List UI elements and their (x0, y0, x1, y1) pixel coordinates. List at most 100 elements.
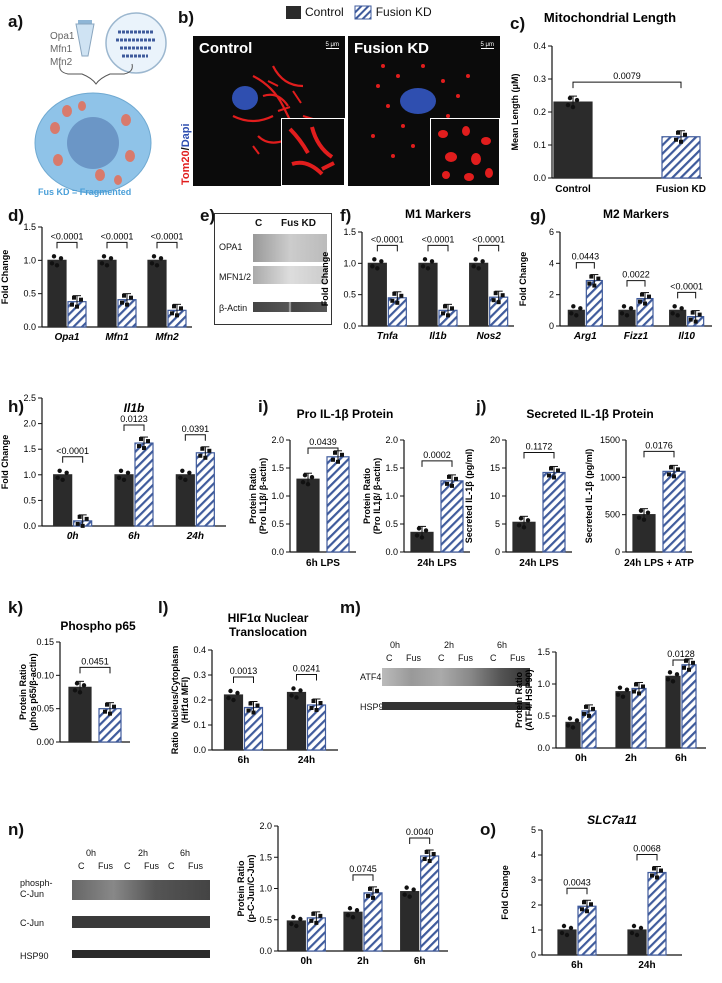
point-fusion (582, 900, 586, 905)
y-tick-label: 0.1 (533, 140, 546, 150)
point-control (81, 683, 87, 688)
point-control (574, 313, 579, 318)
point-control (420, 264, 426, 269)
blot-n-time-2: 2h (138, 848, 149, 858)
p-value-bracket (79, 666, 111, 674)
gene-mfn1: Mfn1 (50, 44, 73, 55)
point-control (516, 523, 522, 528)
bar-control-Nos2 (469, 262, 489, 327)
x-tick-label: Arg1 (573, 331, 597, 342)
panel-h-label: h) (8, 397, 25, 416)
point-control (125, 470, 131, 475)
point-control (99, 261, 105, 266)
point-fusion (392, 291, 397, 296)
x-tick-label: 6h (414, 956, 426, 967)
x-tick-label: 6h (128, 531, 140, 542)
y-tick-label: 2.0 (259, 821, 272, 831)
point-control (636, 515, 642, 520)
y-tick-label: 0.1 (193, 720, 206, 730)
point-fusion (547, 473, 551, 478)
p-value-bracket (421, 460, 453, 467)
point-control (298, 688, 303, 693)
point-fusion (549, 466, 553, 471)
y-axis-label: Secreted IL-1β (pg/ml) (584, 449, 594, 544)
y-tick-label: 0.5 (537, 711, 550, 721)
point-fusion (447, 474, 451, 479)
point-fusion (200, 446, 205, 451)
p-value-bracket (672, 659, 690, 666)
point-fusion (255, 703, 260, 708)
point-control (235, 690, 240, 696)
y-tick-label: 0.0 (537, 743, 550, 753)
x-tick-label: Opa1 (54, 332, 79, 343)
y-tick-label: 0.15 (36, 637, 54, 647)
legend: Control Fusion KD (286, 4, 432, 20)
blot-e-row-opa1: OPA1 (219, 242, 243, 252)
point-control (407, 894, 412, 899)
y-tick-label: 1.0 (23, 470, 36, 480)
p-value-bracket (427, 244, 449, 252)
point-control (309, 475, 315, 480)
point-control (645, 510, 651, 515)
y-tick-label: 0 (495, 547, 500, 557)
point-fusion (650, 873, 654, 878)
point-control (473, 257, 478, 262)
panel-b-label: b) (178, 8, 195, 27)
point-fusion (309, 918, 314, 923)
point-control (471, 264, 476, 269)
blot-n-band-phospho (72, 880, 210, 900)
bar-fusion-24h (647, 871, 667, 956)
point-control (670, 679, 676, 684)
point-control (679, 306, 684, 311)
point-control (574, 97, 580, 103)
y-tick-label: 0.5 (23, 495, 36, 505)
legend-fusion-label: Fusion KD (375, 5, 432, 19)
y-tick-label: 0.5 (259, 915, 272, 925)
point-fusion (640, 292, 644, 297)
point-control (226, 695, 231, 701)
y-tick-label: 2.0 (385, 435, 398, 445)
micrograph-control: Control 5 μm (193, 36, 345, 186)
point-control (291, 686, 296, 691)
point-fusion (454, 476, 458, 481)
y-tick-label: 5 (531, 825, 536, 835)
point-fusion (72, 295, 76, 300)
chart-f: 0.0 0.5 1.0 1.5 Fold Change M1 Markers Tnfa <0.… (320, 207, 514, 342)
chart-k: 0.00 0.05 0.10 0.15 Protein Ratio(phos p65/β… (18, 619, 136, 747)
panel-k-label: k) (8, 598, 24, 617)
y-tick-label: 1.0 (537, 679, 550, 689)
p-value-bracket-label: 0.1172 (526, 441, 553, 451)
point-control (624, 687, 630, 692)
point-fusion (422, 857, 427, 861)
western-blot-e: C Fus KD OPA1 MFN1/2 β-Actin (214, 213, 332, 325)
point-fusion (584, 704, 588, 709)
legend-control-swatch (286, 5, 301, 19)
point-fusion (647, 294, 651, 299)
point-control (58, 256, 64, 261)
point-fusion (333, 450, 337, 455)
y-tick-label: 1.5 (23, 444, 36, 454)
bar-fusion-6h (134, 442, 154, 527)
bar-control-0h (565, 721, 581, 749)
blot-n-band-hsp90 (72, 950, 210, 958)
point-fusion (582, 711, 586, 716)
p-value-bracket (523, 451, 555, 459)
point-control (416, 526, 422, 531)
x-tick-label: Il1b (429, 331, 446, 342)
y-tick-label: 0.0 (343, 321, 356, 331)
point-control (300, 480, 306, 485)
y-tick-label: 1.0 (23, 255, 36, 265)
p-value-bracket (566, 887, 588, 895)
point-fusion (491, 298, 496, 303)
y-axis-label: Fold Change (320, 252, 330, 307)
point-fusion (431, 852, 436, 856)
y-axis-label: Protein Ratio(Pro IL1β/ β-actin) (362, 458, 382, 535)
blot-m-lane-1: C (386, 653, 393, 663)
point-control (183, 477, 188, 482)
point-control (628, 306, 634, 311)
y-tick-label: 0.0 (271, 547, 284, 557)
point-fusion (375, 888, 379, 893)
point-control (375, 266, 380, 271)
point-fusion (340, 452, 344, 457)
